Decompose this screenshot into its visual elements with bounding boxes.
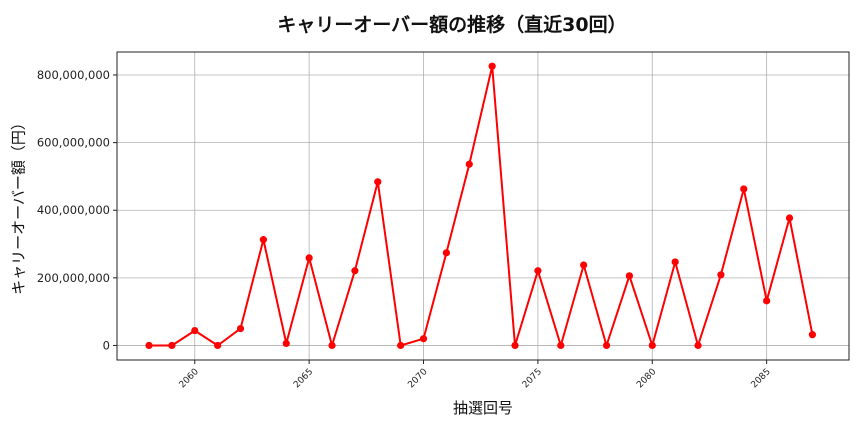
data-point: [259, 236, 267, 244]
x-axis-label: 抽選回号: [452, 399, 513, 417]
data-point: [511, 341, 519, 350]
data-point: [214, 341, 222, 350]
data-point: [785, 214, 794, 222]
x-tick-label: 2065: [292, 367, 315, 390]
y-tick-label: 0: [103, 338, 110, 352]
x-tick-label: 2085: [750, 367, 773, 390]
y-tick-label: 800,000,000: [37, 68, 110, 82]
data-point: [351, 267, 359, 275]
data-point: [145, 341, 153, 350]
data-point: [580, 261, 588, 269]
x-tick-label: 2080: [635, 367, 658, 390]
x-tick-label: 2070: [406, 367, 429, 390]
y-tick-label: 400,000,000: [37, 203, 110, 217]
y-tick-label: 200,000,000: [37, 271, 110, 285]
data-point: [694, 341, 702, 350]
data-point: [717, 271, 725, 279]
x-axis-ticks: 2060 2065 2070 2075 2080 2085: [178, 360, 773, 390]
series-line: [149, 65, 814, 347]
data-point: [671, 258, 679, 266]
data-point: [328, 341, 336, 350]
x-tick-label: 2075: [521, 367, 544, 390]
data-point: [763, 297, 771, 305]
data-point: [282, 339, 290, 348]
data-point: [625, 272, 634, 280]
data-point: [374, 178, 382, 186]
y-tick-label: 600,000,000: [37, 136, 110, 150]
data-point: [419, 335, 428, 343]
data-point: [168, 341, 176, 350]
data-point: [602, 341, 611, 350]
data-point: [236, 324, 245, 333]
data-point: [442, 249, 450, 257]
data-point: [534, 267, 542, 275]
data-point: [397, 341, 405, 350]
data-point: [808, 331, 817, 339]
y-axis-ticks: 0 200,000,000 400,000,000 600,000,000 800,00…: [37, 68, 117, 352]
data-point: [740, 185, 748, 193]
plot-frame: [116, 51, 850, 361]
data-point: [488, 62, 496, 70]
data-point: [465, 160, 473, 168]
data-point: [191, 326, 199, 335]
data-series: [145, 62, 817, 350]
x-tick-label: 2060: [178, 367, 201, 390]
data-point: [557, 341, 565, 350]
data-point: [305, 254, 313, 262]
data-point: [648, 341, 656, 350]
chart-title: キャリーオーバー額の推移（直近30回）: [277, 14, 627, 36]
grid-lines: [117, 52, 849, 360]
